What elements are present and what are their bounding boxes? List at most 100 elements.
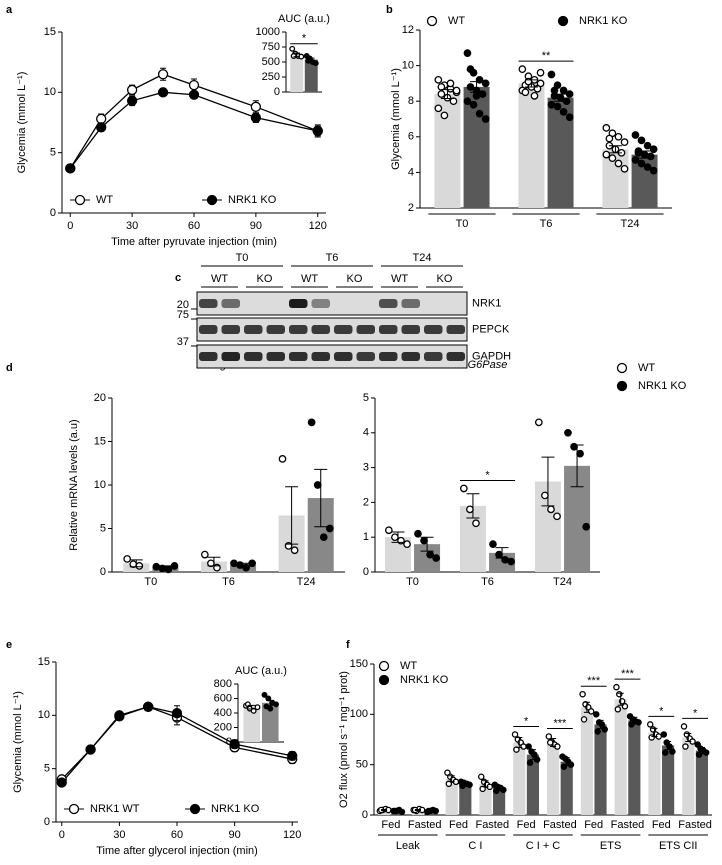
legend-marker <box>426 15 438 27</box>
bar <box>513 742 526 815</box>
data-point <box>446 79 455 88</box>
data-point <box>469 100 478 109</box>
legend-marker <box>74 194 86 206</box>
data-point <box>463 97 472 106</box>
x-tick-label: Fed <box>449 819 468 831</box>
bar <box>628 720 641 815</box>
data-point <box>188 89 200 100</box>
data-point <box>290 546 299 555</box>
y-tick-label: 750 <box>262 41 280 53</box>
error-bar <box>285 486 299 545</box>
error-bar <box>665 741 672 751</box>
blot-band <box>199 352 218 361</box>
y-tick-label: 100 <box>350 708 368 720</box>
blot-group-label: T0 <box>236 252 249 264</box>
blot-protein-label: GAPDH <box>472 350 511 362</box>
blot-band <box>379 352 398 361</box>
x-tick-label: 30 <box>126 220 138 232</box>
x-tick-label: Fasted <box>543 819 577 831</box>
panel-letter: e <box>6 639 12 651</box>
data-point <box>648 734 655 741</box>
error-bar <box>440 89 454 100</box>
data-point <box>507 557 516 566</box>
y-tick-label: 500 <box>262 56 280 68</box>
y-tick-label: 0 <box>100 566 106 578</box>
significance-label: *** <box>587 675 601 687</box>
blot-band <box>221 325 240 334</box>
data-point <box>312 60 319 67</box>
y-tick-label: 600 <box>214 692 232 704</box>
error-bar <box>129 559 143 568</box>
significance-label: *** <box>553 717 567 729</box>
data-point <box>248 559 257 568</box>
legend-label: WT <box>638 362 655 374</box>
y-tick-label: 5 <box>44 763 50 775</box>
data-point <box>466 781 473 789</box>
data-point <box>230 559 238 568</box>
data-point <box>513 746 520 753</box>
data-point <box>547 70 556 79</box>
error-bar <box>466 493 480 519</box>
error-bar <box>420 536 434 552</box>
x-tick-label: T24 <box>297 576 316 588</box>
panel-letter: a <box>6 4 13 16</box>
x-tick-label: 120 <box>309 220 327 232</box>
data-point <box>493 787 500 795</box>
data-point <box>582 522 591 531</box>
bar <box>614 699 627 815</box>
blot-marker-label: 75 <box>177 309 189 321</box>
x-tick-label: Fasted <box>475 819 509 831</box>
x-tick-label: T6 <box>540 218 553 230</box>
blot-band <box>379 299 398 308</box>
blot-band <box>289 325 308 334</box>
x-axis-label: Time after glycerol injection (min) <box>96 845 258 857</box>
data-point <box>244 701 251 708</box>
blot-band <box>199 299 218 308</box>
x-tick-label: T24 <box>621 218 640 230</box>
error-bar <box>554 93 568 102</box>
data-point <box>126 95 138 106</box>
y-tick-label: 20 <box>94 392 106 404</box>
x-tick-label: T6 <box>222 576 235 588</box>
data-point <box>434 104 443 113</box>
data-point <box>614 132 623 141</box>
error-bar <box>631 716 638 724</box>
data-point <box>449 97 458 106</box>
blot-band <box>311 325 330 334</box>
x-tick-label: Fasted <box>678 819 712 831</box>
data-point <box>620 138 629 146</box>
blot-band <box>289 299 308 308</box>
blot-band <box>244 325 263 334</box>
blot-band <box>221 352 240 361</box>
data-point <box>242 563 250 572</box>
blot-strip <box>196 317 468 342</box>
data-point <box>536 68 545 77</box>
y-tick-label: 150 <box>350 658 368 670</box>
y-axis-label: Glycemia (mmol L⁻¹) <box>390 68 402 170</box>
data-point <box>56 777 67 788</box>
data-point <box>437 90 446 98</box>
data-point <box>114 710 125 721</box>
x-tick-label: 30 <box>113 829 125 841</box>
group-label: C I + C <box>526 840 561 852</box>
group-label: Leak <box>396 840 420 852</box>
panel-letter: b <box>386 4 393 16</box>
y-tick-label: 15 <box>94 435 106 447</box>
blot-band <box>289 352 308 361</box>
data-point <box>440 111 449 120</box>
y-tick-label: 200 <box>214 721 232 733</box>
y-tick-label: 8 <box>408 95 414 107</box>
blot-band <box>266 325 285 334</box>
data-point <box>602 150 611 159</box>
data-point <box>289 45 296 52</box>
y-tick-label: 250 <box>262 71 280 83</box>
data-point <box>643 163 652 171</box>
data-point <box>452 86 461 95</box>
blot-band <box>266 352 285 361</box>
x-tick-label: 60 <box>188 220 200 232</box>
data-point <box>200 550 209 559</box>
data-point <box>567 761 575 768</box>
data-point <box>481 79 490 88</box>
significance-label: ** <box>542 50 551 62</box>
